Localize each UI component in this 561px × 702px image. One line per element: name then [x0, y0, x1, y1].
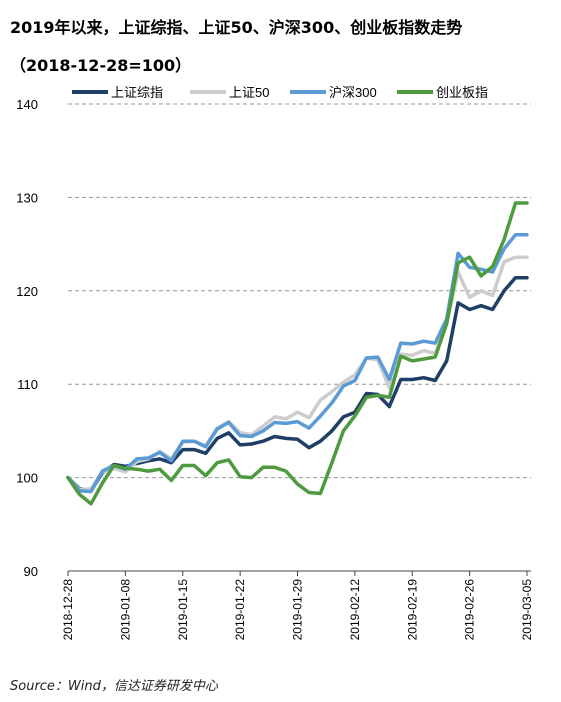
legend-label-3: 沪深300 — [329, 85, 377, 100]
chart-subtitle: （2018-12-28=100） — [10, 56, 192, 75]
x-tick-label: 2019-01-22 — [233, 579, 247, 641]
x-tick-label: 2019-02-12 — [348, 579, 362, 641]
series-line-2 — [66, 255, 529, 492]
x-tick-label: 2019-02-26 — [463, 579, 477, 641]
legend-label-2: 上证50 — [229, 85, 269, 100]
x-tick-label: 2019-01-29 — [291, 579, 305, 641]
x-axis: 2018-12-28 2019-01-08 2019-01-15 2019-01-22… — [61, 570, 534, 641]
y-tick-label: 120 — [16, 284, 38, 299]
x-tick-label: 2019-02-19 — [405, 579, 419, 641]
chart-title: 2019年以来，上证综指、上证50、沪深300、创业板指数走势 — [10, 18, 463, 37]
series-line-1 — [66, 275, 529, 493]
y-tick-label: 110 — [17, 377, 38, 392]
y-tick-label: 130 — [16, 190, 38, 205]
y-tick-label: 90 — [24, 564, 38, 579]
series-lines — [66, 201, 529, 506]
series-line-4 — [66, 201, 529, 506]
x-tick-label: 2019-01-15 — [176, 579, 190, 641]
legend-label-1: 上证综指 — [111, 85, 163, 100]
x-tick-label: 2018-12-28 — [61, 579, 75, 641]
source-note: Source：Wind，信达证券研发中心 — [10, 679, 218, 694]
y-tick-label: 100 — [16, 471, 38, 486]
x-tick-label: 2019-01-08 — [118, 579, 132, 641]
x-tick-label: 2019-03-05 — [520, 579, 534, 641]
y-axis: 90 100 110 120 130 140 — [16, 97, 38, 579]
legend: 上证综指 上证50 沪深300 创业板指 — [72, 85, 488, 100]
y-tick-label: 140 — [16, 97, 38, 112]
legend-label-4: 创业板指 — [436, 85, 488, 100]
